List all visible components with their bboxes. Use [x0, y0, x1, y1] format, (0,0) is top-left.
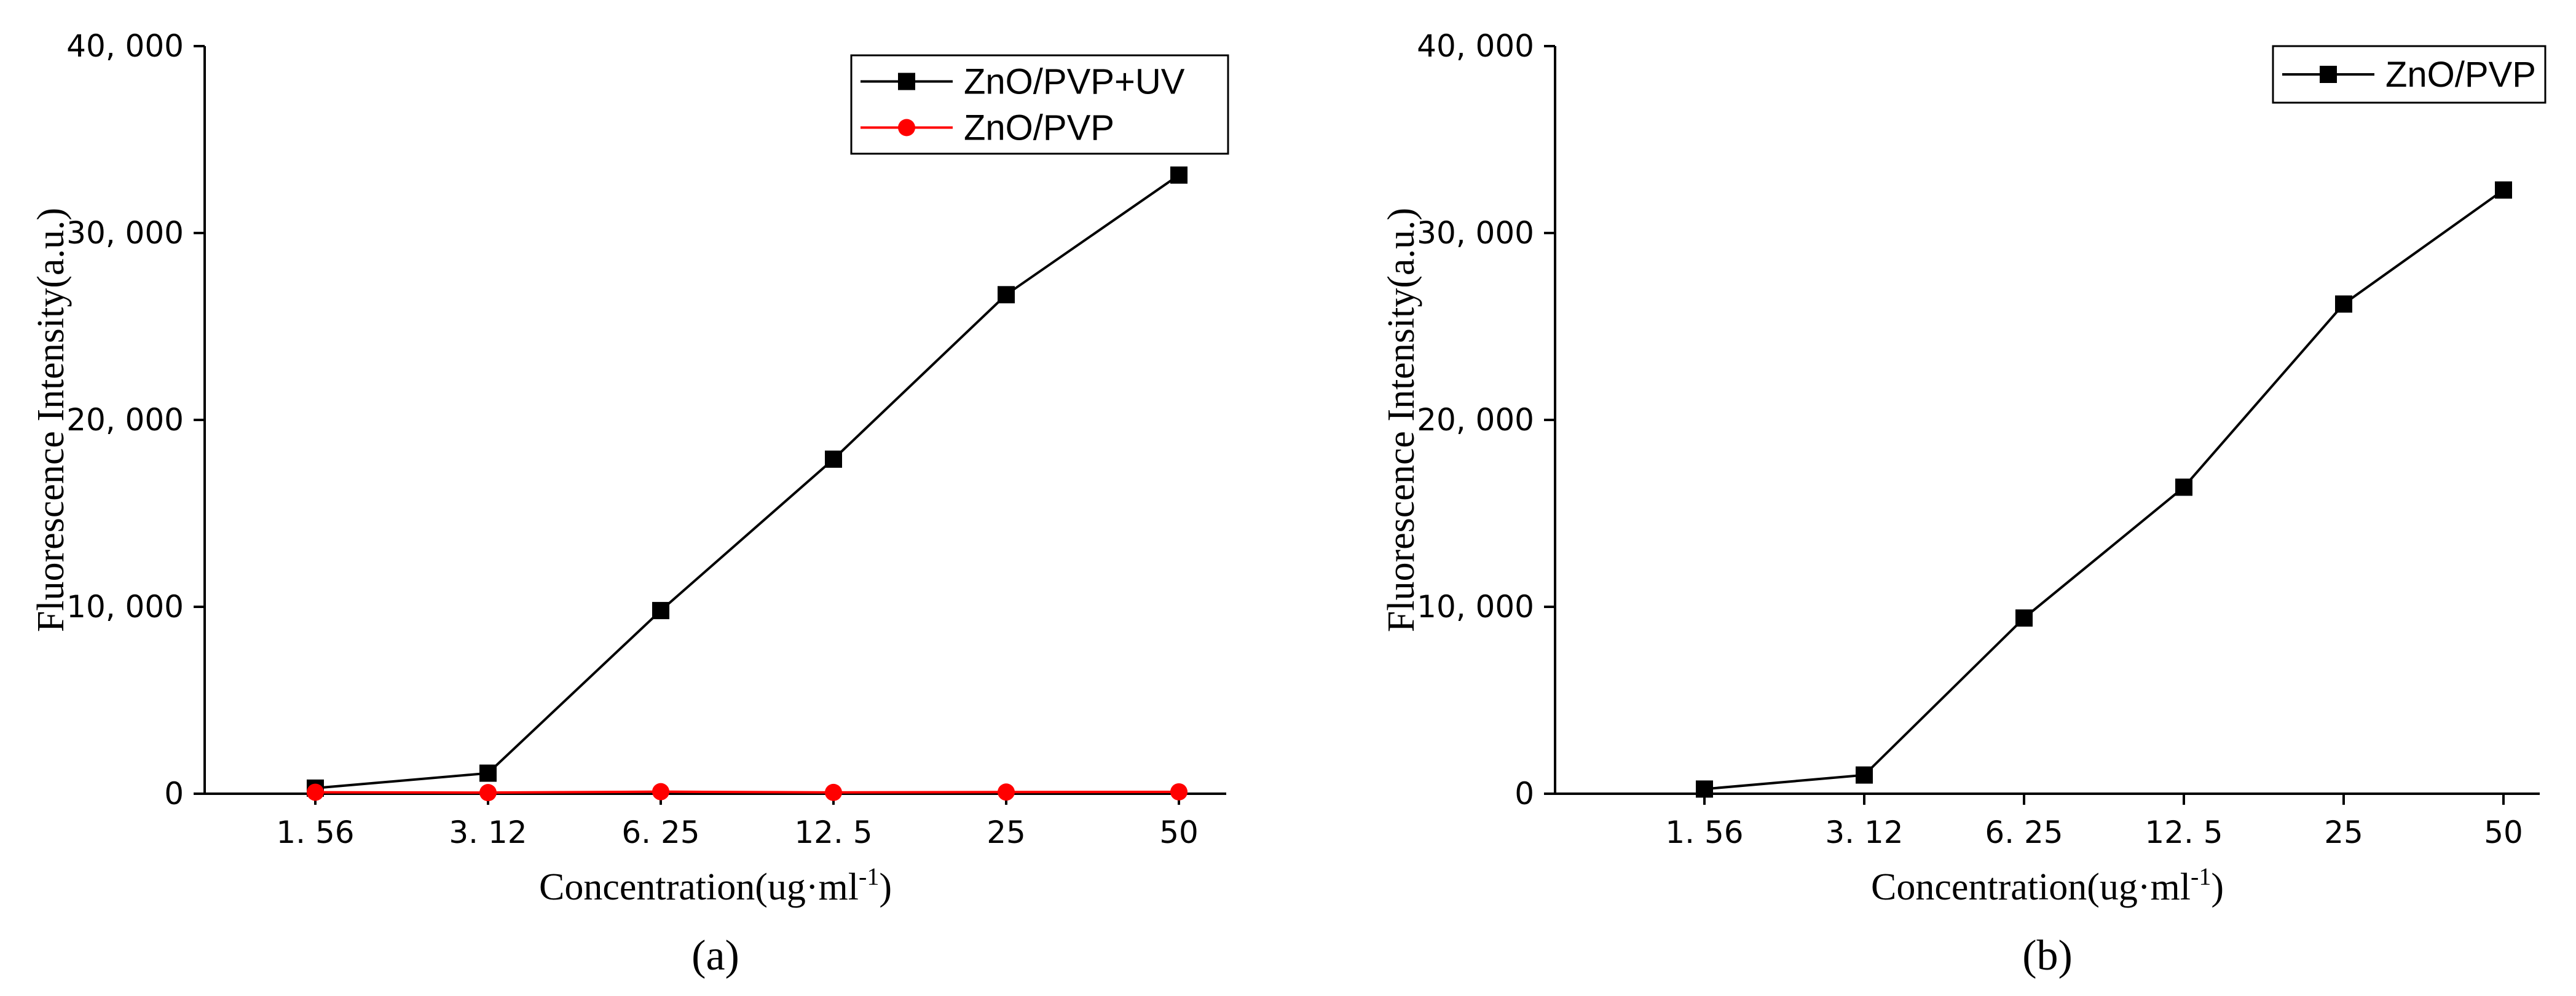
legend-label: ZnO/PVP [964, 108, 1114, 148]
data-point [1696, 780, 1713, 798]
y-tick-label: 10, 000 [66, 589, 184, 625]
x-tick-label: 3. 12 [449, 815, 527, 850]
y-tick-label: 0 [164, 776, 184, 812]
data-point [1170, 166, 1188, 184]
x-tick-label: 6. 25 [1985, 815, 2063, 850]
y-tick-label: 20, 000 [1417, 402, 1534, 438]
y-tick-label: 20, 000 [66, 402, 184, 438]
chart-panel-1: 0 10, 000 20, 000 30, 000 40, 000 1. 56 3. 12 6… [30, 28, 1229, 979]
data-point [2335, 295, 2352, 313]
data-point [307, 783, 324, 801]
x-axis-title: Concentration(ug·ml-1) [1871, 863, 2224, 908]
legend-marker [2320, 66, 2337, 83]
x-tick-label: 3. 12 [1825, 815, 1903, 850]
legend-marker [898, 119, 915, 136]
data-point [479, 764, 497, 782]
panel-label: (a) [691, 932, 739, 979]
legend-label: ZnO/PVP [2385, 55, 2536, 95]
data-point [825, 450, 842, 468]
data-point [825, 783, 842, 801]
x-tick-label: 1. 56 [276, 815, 354, 850]
x-axis-title: Concentration(ug·ml-1) [539, 863, 892, 908]
y-tick-label: 0 [1514, 776, 1534, 812]
y-axis-title: Fluorescence Intensity(a.u.) [30, 208, 72, 632]
x-tick-label: 50 [1159, 815, 1199, 850]
y-tick-label: 40, 000 [1417, 28, 1534, 64]
x-tick-label: 25 [987, 815, 1026, 850]
legend-box [850, 54, 1229, 155]
x-tick-label: 6. 25 [621, 815, 699, 850]
y-tick-label: 40, 000 [66, 28, 184, 64]
data-point [1170, 783, 1188, 800]
x-tick-label: 50 [2484, 815, 2523, 850]
data-point [998, 783, 1015, 801]
data-point [2015, 609, 2033, 627]
y-tick-label: 30, 000 [1417, 215, 1534, 251]
chart-panel-2: 0 10, 000 20, 000 30, 000 40, 000 1. 56 3. 12 6… [1381, 28, 2546, 979]
data-point [2495, 181, 2512, 199]
data-point [998, 286, 1015, 304]
y-axis-title: Fluorescence Intensity(a.u.) [1381, 208, 1422, 632]
series-line-1 [1704, 189, 2505, 791]
data-point [652, 783, 669, 800]
x-tick-label: 1. 56 [1665, 815, 1743, 850]
x-tick-label: 25 [2324, 815, 2363, 850]
x-tick-label: 12. 5 [2145, 815, 2223, 850]
y-tick-label: 30, 000 [66, 215, 184, 251]
data-point [2175, 478, 2192, 496]
legend-label: ZnO/PVP+UV [964, 62, 1185, 102]
x-tick-label: 12. 5 [794, 815, 872, 850]
series-line-2 [315, 790, 1180, 794]
data-point [652, 602, 669, 620]
y-tick-label: 10, 000 [1417, 589, 1534, 625]
panel-label: (b) [2022, 932, 2073, 979]
data-point [479, 784, 497, 802]
legend-box [2272, 45, 2546, 104]
data-point [1856, 766, 1873, 784]
series-line-1 [315, 174, 1180, 789]
legend-marker [898, 73, 915, 90]
